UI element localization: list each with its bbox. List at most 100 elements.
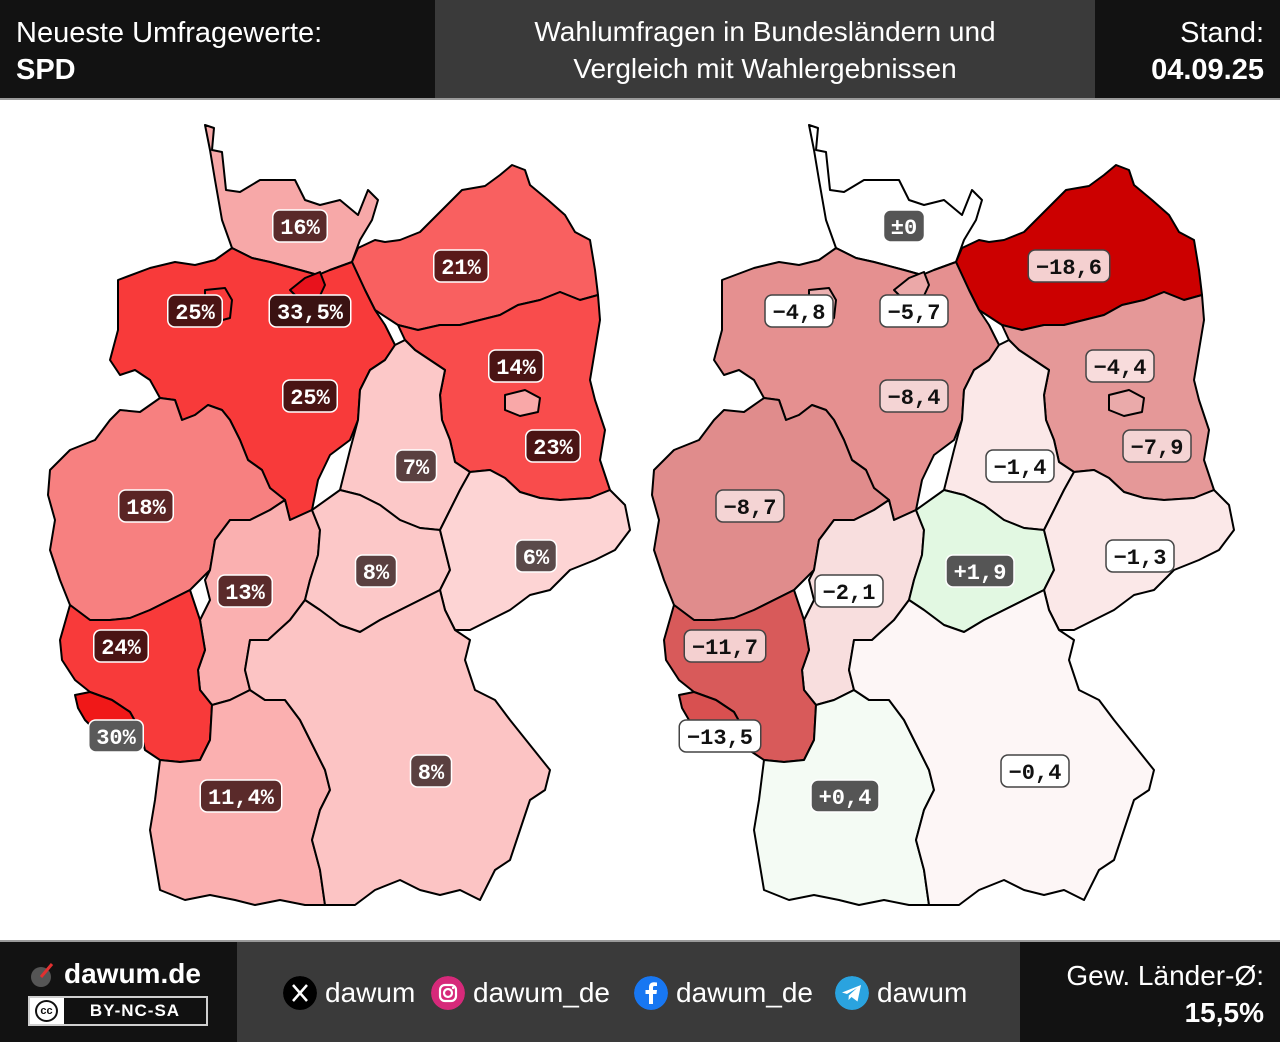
- label-badge-st: [394, 449, 438, 483]
- label-bb: −7,9: [1131, 436, 1184, 461]
- label-badge-mv: [1027, 249, 1111, 283]
- label-badge-sl: [678, 719, 762, 753]
- label-hh: −5,7: [888, 301, 941, 326]
- state-be[interactable]: [504, 389, 541, 417]
- header-subtitle: Neueste Umfragewerte:: [16, 17, 323, 49]
- label-badge-rp: [683, 629, 767, 663]
- average-caption: Gew. Länder-Ø:: [1066, 960, 1264, 991]
- dawum-logo-icon: [31, 963, 54, 987]
- facebook-icon: [634, 976, 668, 1010]
- left-map-current-polls: 16% 21% 25% 23% 7% 18% 13% 8% 6% 24% 11,4% 8% 30% 25%…: [47, 124, 631, 906]
- label-badge-rp: [93, 629, 149, 663]
- average-value: 15,5%: [1184, 997, 1264, 1028]
- label-badge-bw: [810, 779, 880, 813]
- title-line-1: Wahlumfragen in Bundesländern und: [534, 16, 996, 47]
- license-badge[interactable]: cc BY-NC-SA: [28, 996, 208, 1026]
- social-instagram-label: dawum_de: [473, 977, 610, 1008]
- label-badge-bw: [199, 779, 283, 813]
- label-mv: 21%: [441, 256, 481, 281]
- label-badge-be: [1085, 349, 1155, 383]
- label-badge-hb: [764, 294, 834, 328]
- label-badge-by: [1000, 754, 1070, 788]
- label-badge-bb: [1122, 429, 1192, 463]
- label-st: −1,4: [994, 456, 1047, 481]
- label-badge-hh: [268, 294, 352, 328]
- date-caption: Stand:: [1180, 17, 1264, 49]
- state-by[interactable]: [244, 589, 551, 906]
- label-badge-by: [409, 754, 453, 788]
- label-badge-hh: [879, 294, 949, 328]
- label-badge-ni: [879, 379, 949, 413]
- label-badge-th: [354, 554, 398, 588]
- label-badge-sh: [272, 209, 328, 243]
- header-party-box: Neueste Umfragewerte: SPD: [0, 0, 435, 98]
- label-badge-sn: [514, 539, 558, 573]
- label-badge-th: [945, 554, 1015, 588]
- label-hb: 25%: [175, 301, 215, 326]
- label-by: 8%: [418, 761, 445, 786]
- social-facebook-label: dawum_de: [676, 977, 813, 1008]
- label-badge-ni: [282, 379, 338, 413]
- date-value: 04.09.25: [1151, 54, 1264, 86]
- footer-brand-box: dawum.de cc BY-NC-SA: [0, 942, 237, 1042]
- brand-name[interactable]: dawum.de: [64, 958, 201, 989]
- label-mv: −18,6: [1036, 256, 1102, 281]
- license-text: BY-NC-SA: [64, 998, 206, 1024]
- label-badge-nw: [118, 489, 174, 523]
- state-be[interactable]: [1108, 389, 1145, 417]
- label-badge-sl: [88, 719, 144, 753]
- footer-average-box: Gew. Länder-Ø: 15,5%: [1020, 942, 1280, 1042]
- header-date-box: Stand: 04.09.25: [1095, 0, 1280, 98]
- label-be: 14%: [496, 356, 536, 381]
- header-title-box: Wahlumfragen in Bundesländern und Vergle…: [435, 0, 1095, 98]
- label-badge-st: [985, 449, 1055, 483]
- label-he: −2,1: [823, 581, 876, 606]
- header: Neueste Umfragewerte: SPD Wahlumfragen i…: [0, 0, 1280, 100]
- title-line-2: Vergleich mit Wahlergebnissen: [573, 53, 957, 84]
- label-th: 8%: [363, 561, 390, 586]
- label-sn: 6%: [523, 546, 550, 571]
- label-badge-bb: [525, 429, 581, 463]
- label-he: 13%: [225, 581, 265, 606]
- label-sn: −1,3: [1114, 546, 1167, 571]
- label-badge-sn: [1105, 539, 1175, 573]
- telegram-icon: [835, 976, 869, 1010]
- label-nw: 18%: [126, 496, 166, 521]
- label-badge-nw: [715, 489, 785, 523]
- social-x-label: dawum: [325, 977, 416, 1008]
- label-rp: 24%: [101, 636, 141, 661]
- label-ni: −8,4: [888, 386, 941, 411]
- label-badge-he: [814, 574, 884, 608]
- label-badge-sh: [882, 209, 926, 243]
- label-nw: −8,7: [724, 496, 777, 521]
- cc-icon: cc: [35, 1000, 58, 1022]
- label-th: +1,9: [954, 561, 1007, 586]
- x-icon: [283, 976, 317, 1010]
- social-telegram-label: dawum: [877, 977, 968, 1008]
- label-by: −0,4: [1009, 761, 1062, 786]
- label-hh: 33,5%: [277, 301, 344, 326]
- label-be: −4,4: [1094, 356, 1147, 381]
- label-bw: +0,4: [819, 786, 872, 811]
- footer: dawum.de cc BY-NC-SA dawum dawum_de: [0, 940, 1280, 1042]
- label-sh: 16%: [280, 216, 320, 241]
- label-bb: 23%: [533, 436, 573, 461]
- party-name: SPD: [16, 54, 76, 86]
- state-by[interactable]: [848, 589, 1155, 906]
- label-badge-mv: [433, 249, 489, 283]
- label-st: 7%: [403, 456, 430, 481]
- right-map-change-vs-election: ±0 −18,6 −8,4 −7,9 −1,4 −8,7 −2,1 +1,9 −1,3 −11,7…: [651, 124, 1235, 906]
- label-badge-be: [488, 349, 544, 383]
- label-ni: 25%: [290, 386, 330, 411]
- label-sl: −13,5: [687, 726, 753, 751]
- label-badge-hb: [167, 294, 223, 328]
- label-hb: −4,8: [773, 301, 826, 326]
- label-rp: −11,7: [692, 636, 758, 661]
- instagram-icon: [431, 976, 465, 1010]
- label-sh: ±0: [891, 216, 917, 241]
- label-bw: 11,4%: [208, 786, 275, 811]
- label-badge-he: [217, 574, 273, 608]
- label-sl: 30%: [96, 726, 136, 751]
- footer-social-box: dawum dawum_de dawum_de dawum: [237, 942, 1020, 1042]
